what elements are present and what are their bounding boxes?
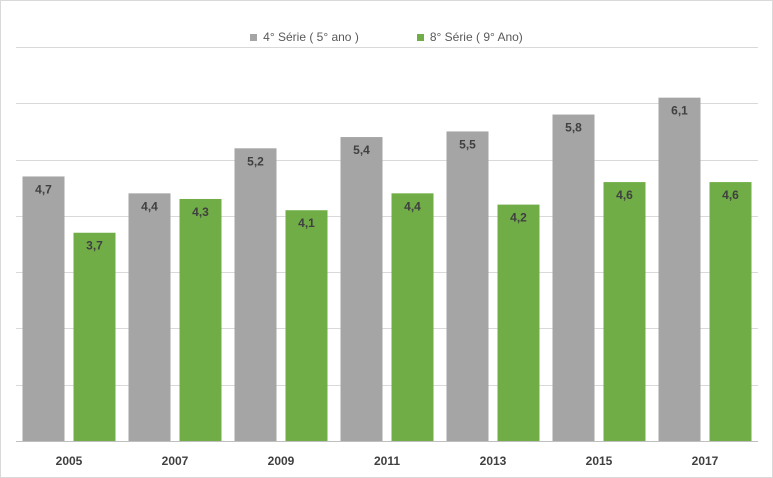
x-tick-label-2015: 2015 [586, 454, 613, 468]
data-label-serie8-2015: 4,6 [616, 188, 633, 202]
x-tick-label-2011: 2011 [374, 454, 400, 468]
bar-serie4-2015 [552, 114, 595, 442]
legend-item-8-serie: 8° Série ( 9° Ano) [416, 27, 523, 47]
legend-swatch-8-serie [416, 33, 424, 41]
bar-serie8-2005 [73, 232, 116, 441]
bar-serie8-2017 [709, 182, 752, 442]
legend-label-8-serie: 8° Série ( 9° Ano) [429, 30, 523, 44]
x-tick-label-2007: 2007 [162, 454, 189, 468]
bar-serie4-2005 [22, 176, 65, 441]
data-label-serie8-2017: 4,6 [722, 188, 739, 202]
data-label-serie4-2005: 4,7 [35, 182, 52, 196]
data-label-serie8-2011: 4,4 [404, 199, 421, 213]
x-tick-label-2009: 2009 [268, 454, 295, 468]
data-label-serie8-2005: 3,7 [86, 239, 103, 253]
data-label-serie4-2013: 5,5 [459, 137, 476, 151]
bar-serie4-2007 [128, 193, 171, 441]
x-tick-label-2013: 2013 [480, 454, 507, 468]
bar-serie8-2009 [285, 210, 328, 441]
bar-serie8-2007 [179, 198, 222, 441]
bar-serie8-2011 [391, 193, 434, 441]
data-label-serie8-2009: 4,1 [298, 216, 315, 230]
data-label-serie4-2009: 5,2 [247, 154, 264, 168]
data-label-serie8-2007: 4,3 [192, 205, 209, 219]
legend-item-4-serie: 4° Série ( 5° ano ) [250, 27, 359, 47]
data-label-serie4-2017: 6,1 [671, 104, 688, 118]
bar-serie4-2009 [234, 148, 277, 442]
bar-serie8-2013 [497, 204, 540, 441]
legend-swatch-4-serie [250, 33, 258, 41]
x-tick-label-2005: 2005 [56, 454, 83, 468]
data-label-serie4-2011: 5,4 [353, 143, 370, 157]
data-label-serie4-2007: 4,4 [141, 199, 158, 213]
x-tick-label-2017: 2017 [692, 454, 719, 468]
bar-serie4-2013 [446, 131, 489, 441]
bar-serie4-2011 [340, 137, 383, 442]
legend-label-4-serie: 4° Série ( 5° ano ) [263, 30, 359, 44]
data-label-serie4-2015: 5,8 [565, 121, 582, 135]
legend: 4° Série ( 5° ano ) 8° Série ( 9° Ano) [0, 27, 773, 47]
bar-serie4-2017 [658, 97, 701, 442]
data-label-serie8-2013: 4,2 [510, 211, 527, 225]
bar-serie8-2015 [603, 182, 646, 442]
